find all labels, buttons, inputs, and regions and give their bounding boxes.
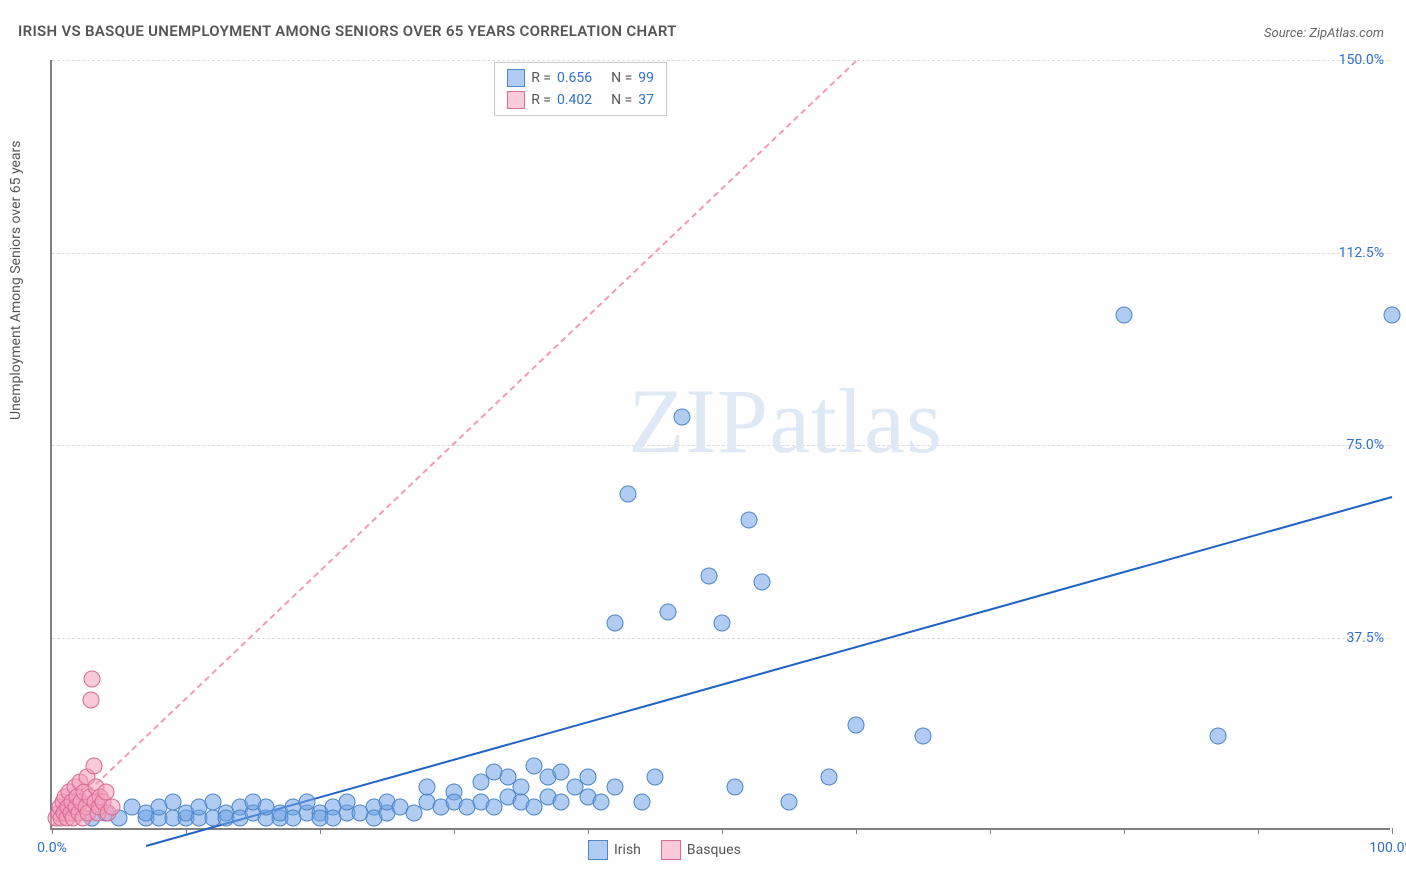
data-point [781,794,798,811]
chart-title: IRISH VS BASQUE UNEMPLOYMENT AMONG SENIO… [18,22,677,40]
data-point [848,717,865,734]
data-point [727,778,744,795]
x-tick-label: 100.0% [1369,840,1406,856]
gridline [52,253,1390,254]
data-point [821,768,838,785]
data-point [673,409,690,426]
legend-row: R = 0.402 N = 37 [503,89,658,111]
gridline [52,60,1390,61]
y-tick-label: 150.0% [1339,52,1384,68]
legend-n-label: N = [611,70,632,86]
series-legend: Irish Basques [588,840,741,860]
legend-swatch [507,69,525,87]
legend-label: Basques [687,842,741,858]
data-point [82,691,99,708]
data-point [1209,727,1226,744]
x-tick [722,828,723,834]
data-point [1116,306,1133,323]
y-axis-label: Unemployment Among Seniors over 65 years [8,141,24,421]
data-point [593,794,610,811]
x-tick [1392,828,1393,834]
data-point [754,573,771,590]
data-point [660,604,677,621]
data-point [620,486,637,503]
x-tick [1258,828,1259,834]
legend-n-value: 99 [638,70,654,86]
legend-item: Basques [661,840,741,860]
x-tick-label: 0.0% [37,840,67,856]
data-point [580,768,597,785]
data-point [606,778,623,795]
x-tick [1124,828,1125,834]
data-point [647,768,664,785]
data-point [553,763,570,780]
x-tick [990,828,991,834]
data-point [915,727,932,744]
y-tick-label: 37.5% [1346,630,1384,646]
source-attribution: Source: ZipAtlas.com [1264,26,1384,41]
data-point [700,568,717,585]
data-point [1384,306,1401,323]
data-point [84,671,101,688]
legend-n-value: 37 [638,92,654,108]
x-tick [52,828,53,834]
legend-r-label: R = [531,92,551,108]
data-point [104,799,121,816]
legend-r-value: 0.656 [557,70,592,86]
legend-r-value: 0.402 [557,92,592,108]
legend-swatch [661,840,681,860]
x-tick [588,828,589,834]
scatter-plot-area: 37.5%75.0%112.5%150.0%0.0%100.0%ZIPatlas… [50,60,1390,830]
legend-swatch [588,840,608,860]
x-tick [856,828,857,834]
gridline [52,445,1390,446]
legend-label: Irish [614,842,641,858]
gridline [52,638,1390,639]
legend-item: Irish [588,840,641,860]
trend-line [51,60,856,826]
x-tick [320,828,321,834]
legend-r-label: R = [531,70,551,86]
trend-line [146,496,1393,847]
data-point [714,614,731,631]
y-tick-label: 75.0% [1346,437,1384,453]
data-point [553,794,570,811]
data-point [85,758,102,775]
x-tick [454,828,455,834]
data-point [419,778,436,795]
legend-n-label: N = [611,92,632,108]
y-tick-label: 112.5% [1339,245,1384,261]
correlation-legend: R = 0.656 N = 99 R = 0.402 N = 37 [494,62,667,116]
legend-swatch [507,91,525,109]
data-point [740,512,757,529]
data-point [606,614,623,631]
data-point [633,794,650,811]
legend-row: R = 0.656 N = 99 [503,67,658,89]
